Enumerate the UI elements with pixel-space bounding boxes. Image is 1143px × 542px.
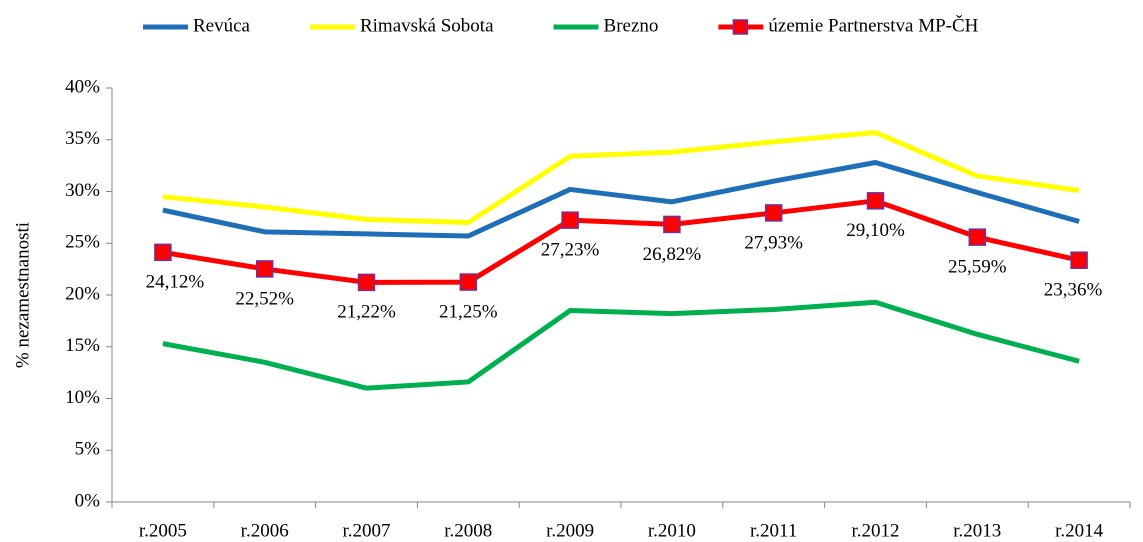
data-label: 27,23% xyxy=(541,240,600,261)
y-tick-label: 5% xyxy=(75,439,101,460)
x-tick-label: r.2013 xyxy=(953,520,1001,541)
x-tick-label: r.2010 xyxy=(648,520,696,541)
y-tick-label: 15% xyxy=(65,335,100,356)
x-tick-label: r.2006 xyxy=(241,520,289,541)
marker xyxy=(866,192,885,210)
y-axis-label: % nezamestnanosti xyxy=(12,222,33,368)
data-label: 27,93% xyxy=(744,232,803,253)
x-tick-label: r.2009 xyxy=(546,520,594,541)
y-tick-label: 30% xyxy=(65,180,100,201)
y-tick-label: 25% xyxy=(65,232,100,253)
legend-label: územie Partnerstva MP-ČH xyxy=(768,14,978,36)
x-tick-label: r.2005 xyxy=(139,520,187,541)
marker xyxy=(764,204,783,222)
data-label: 24,12% xyxy=(146,272,205,293)
x-tick-label: r.2012 xyxy=(851,520,899,541)
marker xyxy=(968,228,987,246)
data-label: 23,36% xyxy=(1044,280,1103,301)
legend-label: Revúca xyxy=(193,15,251,36)
marker xyxy=(255,260,274,278)
y-tick-label: 10% xyxy=(65,387,100,408)
marker xyxy=(663,215,681,234)
legend-label: Brezno xyxy=(604,15,659,36)
series-line xyxy=(162,299,1080,391)
y-tick-label: 35% xyxy=(65,128,100,149)
marker xyxy=(357,273,376,292)
x-tick-label: r.2008 xyxy=(444,520,492,541)
data-label: 29,10% xyxy=(846,220,905,241)
x-tick-label: r.2014 xyxy=(1055,520,1104,541)
data-label: 21,25% xyxy=(439,301,498,322)
data-label: 25,59% xyxy=(948,257,1007,278)
x-tick-label: r.2007 xyxy=(342,520,390,541)
data-label: 22,52% xyxy=(235,288,294,309)
marker xyxy=(1070,251,1088,269)
legend-label: Rimavská Sobota xyxy=(360,15,494,36)
marker xyxy=(561,211,579,229)
x-tick-label: r.2011 xyxy=(750,520,797,541)
marker xyxy=(154,243,172,262)
series-line xyxy=(162,198,1080,285)
series-line xyxy=(162,130,1080,226)
y-tick-label: 0% xyxy=(75,490,101,511)
marker xyxy=(459,273,478,291)
data-label: 26,82% xyxy=(643,244,702,265)
data-label: 21,22% xyxy=(337,302,396,323)
y-tick-label: 40% xyxy=(65,76,100,97)
y-tick-label: 20% xyxy=(65,283,100,304)
legend-marker xyxy=(732,19,749,35)
series-line xyxy=(162,160,1080,239)
